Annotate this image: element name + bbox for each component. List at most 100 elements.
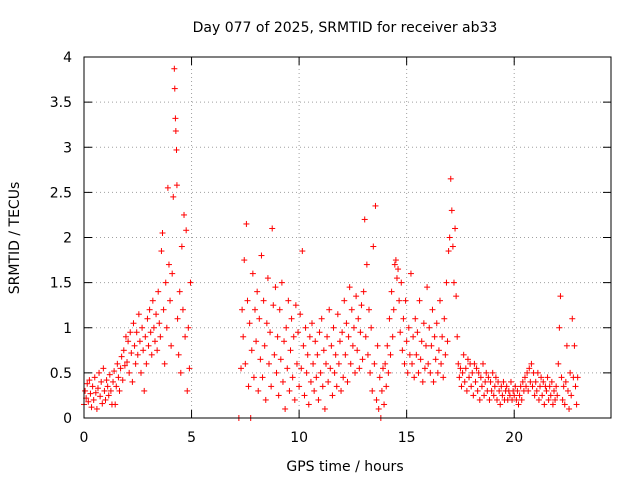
y-tick-label: 4	[63, 50, 72, 66]
data-point	[447, 175, 454, 182]
data-point	[111, 368, 118, 375]
data-point	[147, 329, 154, 336]
x-tick-label: 20	[505, 430, 523, 446]
data-point	[252, 306, 259, 313]
data-point	[150, 324, 157, 331]
data-point	[332, 351, 339, 358]
data-point	[171, 65, 178, 72]
data-point	[102, 396, 109, 403]
data-point	[413, 351, 420, 358]
data-point	[256, 315, 263, 322]
data-point	[499, 392, 506, 399]
data-point	[89, 383, 96, 390]
data-point	[160, 306, 167, 313]
data-point	[289, 374, 296, 381]
data-point	[492, 374, 499, 381]
data-point	[283, 324, 290, 331]
data-point	[292, 302, 299, 309]
data-point	[448, 207, 455, 214]
data-point	[278, 279, 285, 286]
data-point	[179, 306, 186, 313]
data-point	[97, 393, 104, 400]
data-point	[302, 324, 309, 331]
data-point	[553, 383, 560, 390]
data-point	[258, 252, 265, 259]
data-point	[557, 293, 564, 300]
data-point	[100, 365, 107, 372]
data-point	[526, 365, 533, 372]
data-point	[518, 396, 525, 403]
data-point	[482, 378, 489, 385]
data-point	[125, 338, 132, 345]
y-tick-label: 0.5	[50, 366, 72, 382]
data-point	[498, 383, 505, 390]
data-point	[533, 387, 540, 394]
data-point	[569, 315, 576, 322]
data-point	[374, 342, 381, 349]
data-point	[381, 401, 388, 408]
data-point	[383, 383, 390, 390]
data-point	[272, 284, 279, 291]
data-point	[503, 383, 510, 390]
data-point	[514, 387, 521, 394]
data-point	[241, 257, 248, 264]
data-point	[309, 320, 316, 327]
data-point	[142, 333, 149, 340]
y-tick-label: 3	[63, 140, 72, 156]
data-point	[172, 115, 179, 122]
axis-ticks: 0 0.5 1 1.5 2 2.5 3 3.5 4 0 5 10 15 20	[50, 50, 611, 446]
data-point	[389, 333, 396, 340]
data-point	[566, 405, 573, 412]
data-point	[320, 347, 327, 354]
data-point	[156, 320, 163, 327]
data-point	[118, 353, 125, 360]
data-point	[459, 369, 466, 376]
data-point	[119, 377, 126, 384]
data-point	[417, 356, 424, 363]
data-point	[339, 329, 346, 336]
data-point	[141, 387, 148, 394]
data-point	[397, 329, 404, 336]
data-point	[384, 342, 391, 349]
data-point	[449, 243, 456, 250]
y-tick-label: 1.5	[50, 276, 72, 292]
data-point	[428, 342, 435, 349]
data-point	[521, 374, 528, 381]
data-point	[277, 356, 284, 363]
data-point	[243, 220, 250, 227]
data-point	[440, 374, 447, 381]
data-point	[519, 378, 526, 385]
data-point	[343, 320, 350, 327]
data-point	[177, 369, 184, 376]
y-axis-label: SRMTID / TECUs	[7, 182, 23, 295]
data-point	[403, 338, 410, 345]
data-point	[92, 389, 99, 396]
data-point	[545, 396, 552, 403]
data-point	[259, 374, 266, 381]
data-point	[338, 387, 345, 394]
data-point	[151, 338, 158, 345]
data-point	[436, 297, 443, 304]
data-point	[515, 401, 522, 408]
data-point	[170, 193, 177, 200]
data-point	[173, 146, 180, 153]
data-point	[361, 216, 368, 223]
data-point	[411, 374, 418, 381]
data-point	[176, 288, 183, 295]
data-point	[528, 360, 535, 367]
data-point	[455, 360, 462, 367]
data-point	[435, 347, 442, 354]
data-point	[263, 320, 270, 327]
data-point	[416, 297, 423, 304]
data-point	[303, 369, 310, 376]
data-point	[301, 392, 308, 399]
data-point	[310, 360, 317, 367]
data-point	[136, 338, 143, 345]
data-point	[155, 288, 162, 295]
data-point	[369, 387, 376, 394]
data-point	[495, 378, 502, 385]
data-point	[178, 243, 185, 250]
data-point	[558, 374, 565, 381]
data-point	[552, 396, 559, 403]
data-point	[128, 350, 135, 357]
